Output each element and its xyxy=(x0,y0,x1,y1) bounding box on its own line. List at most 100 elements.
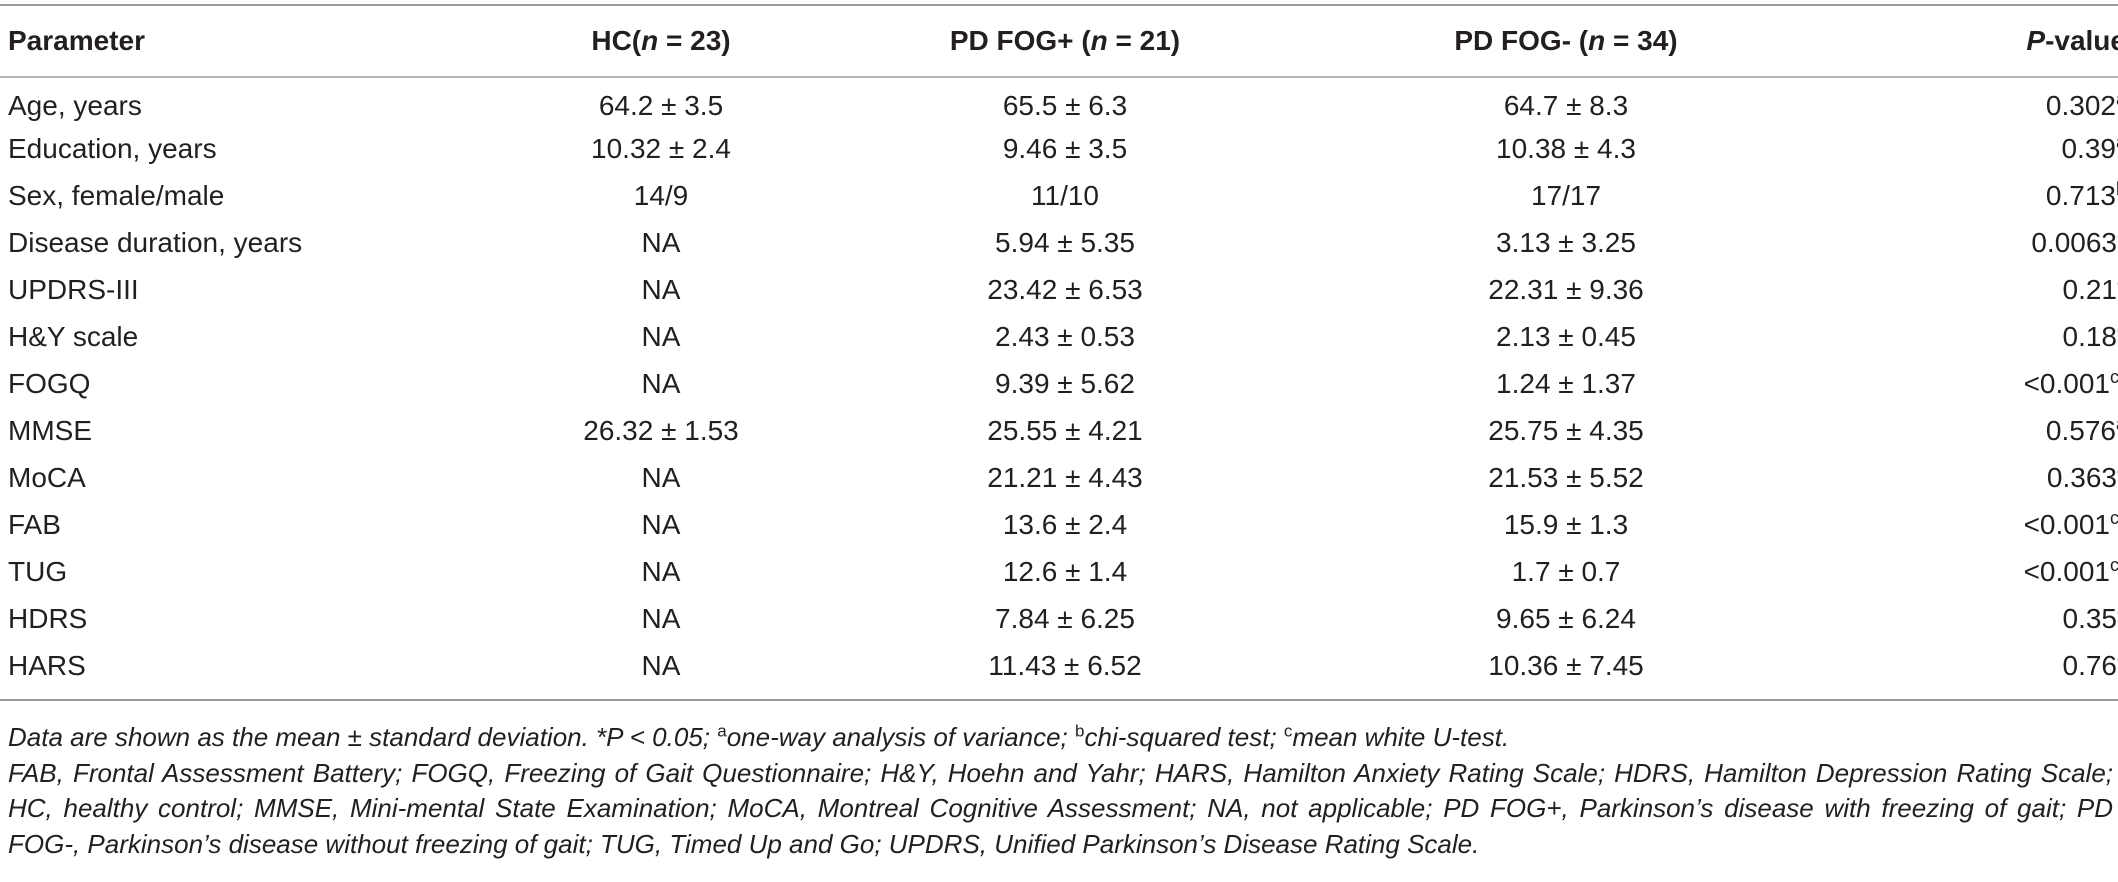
cell-hc: NA xyxy=(641,367,681,399)
p-value-text: 0.18 xyxy=(2062,320,2118,352)
cell-parameter: H&Y scale xyxy=(8,320,139,352)
p-value-text: <0.001 xyxy=(2023,367,2110,399)
table-bottom-rule xyxy=(0,699,2118,701)
cell-hc: NA xyxy=(641,602,681,634)
cell-pd-fog-plus: 13.6 ± 2.4 xyxy=(1002,508,1128,540)
header-pd-fog-plus: PD FOG+ (n = 21) xyxy=(949,25,1181,56)
table-header-rule xyxy=(0,76,2118,78)
cell-pd-fog-plus: 2.43 ± 0.53 xyxy=(995,320,1135,352)
table-top-rule xyxy=(0,4,2118,6)
table-row: Education, years 10.32 ± 2.4 9.46 ± 3.5 10.… xyxy=(0,125,2118,172)
cell-parameter: FOGQ xyxy=(8,367,91,399)
footnote-abbreviations: FAB, Frontal Assessment Battery; FOGQ, F… xyxy=(8,757,2113,859)
p-value-text: 0.35 xyxy=(2062,602,2118,634)
p-value-superscript: b xyxy=(2116,179,2118,199)
p-value-text: <0.001 xyxy=(2023,555,2110,587)
cell-pd-fog-plus: 23.42 ± 6.53 xyxy=(987,273,1143,305)
p-value-superscript: c* xyxy=(2109,366,2118,387)
p-value-superscript: a xyxy=(2116,414,2118,434)
table-row: FOGQ NA 9.39 ± 5.62 1.24 ± 1.37 <0.001c* xyxy=(0,360,2118,407)
table-row: TUG NA 12.6 ± 1.4 1.7 ± 0.7 <0.001c* xyxy=(0,548,2118,595)
cell-hc: 14/9 xyxy=(633,179,689,211)
cell-pd-fog-minus: 17/17 xyxy=(1530,179,1602,211)
table-row: FAB NA 13.6 ± 2.4 15.9 ± 1.3 <0.001c* xyxy=(0,501,2118,548)
data-table: Parameter HC(n = 23) PD FOG+ (n = 21) PD… xyxy=(0,6,2118,76)
cell-parameter: FAB xyxy=(8,508,61,540)
p-value-text: 0.576 xyxy=(2045,414,2116,446)
header-parameter: Parameter xyxy=(8,25,145,56)
cell-p-value: 0.363c xyxy=(1816,454,2118,501)
cell-pd-fog-plus: 9.39 ± 5.62 xyxy=(995,367,1135,399)
cell-p-value: 0.713b xyxy=(1816,172,2118,219)
demographics-table: Parameter HC(n = 23) PD FOG+ (n = 21) PD… xyxy=(0,4,2118,701)
p-value-text: 0.39 xyxy=(2061,132,2116,164)
cell-p-value: 0.576a xyxy=(1816,407,2118,454)
p-value-superscript: a xyxy=(2116,89,2118,109)
p-value-text: 0.713 xyxy=(2045,179,2116,211)
cell-pd-fog-minus: 1.24 ± 1.37 xyxy=(1496,367,1636,399)
cell-p-value: 0.18c xyxy=(1816,313,2118,360)
table-row: Age, years 64.2 ± 3.5 65.5 ± 6.3 64.7 ± 8.3… xyxy=(0,78,2118,125)
cell-hc: NA xyxy=(641,649,681,681)
cell-p-value: <0.001c* xyxy=(1816,360,2118,407)
table-footnotes: Data are shown as the mean ± standard de… xyxy=(8,720,2113,862)
cell-pd-fog-minus: 21.53 ± 5.52 xyxy=(1488,461,1644,493)
table-row: HDRS NA 7.84 ± 6.25 9.65 ± 6.24 0.35c xyxy=(0,595,2118,642)
cell-hc: 10.32 ± 2.4 xyxy=(591,132,731,164)
cell-hc: NA xyxy=(641,273,681,305)
cell-pd-fog-plus: 11.43 ± 6.52 xyxy=(988,649,1142,681)
p-value-text: 0.21 xyxy=(2062,273,2118,305)
cell-parameter: TUG xyxy=(8,555,68,587)
cell-p-value: 0.35c xyxy=(1816,595,2118,642)
cell-pd-fog-plus: 11/10 xyxy=(1031,179,1099,211)
cell-parameter: HARS xyxy=(8,649,86,681)
cell-pd-fog-minus: 9.65 ± 6.24 xyxy=(1496,602,1636,634)
footnote-statistics: Data are shown as the mean ± standard de… xyxy=(8,721,1510,752)
cell-parameter: Sex, female/male xyxy=(8,179,225,211)
p-value-text: 0.0063 xyxy=(2031,226,2117,258)
cell-hc: NA xyxy=(641,508,681,540)
p-value-superscript: a xyxy=(2116,132,2118,152)
cell-hc: NA xyxy=(641,226,681,258)
table-row: Sex, female/male 14/9 11/10 17/17 0.713b xyxy=(0,172,2118,219)
cell-p-value: 0.39a xyxy=(1816,125,2118,172)
cell-pd-fog-minus: 15.9 ± 1.3 xyxy=(1503,508,1629,540)
p-value-text: <0.001 xyxy=(2023,508,2110,540)
cell-pd-fog-plus: 9.46 ± 3.5 xyxy=(1002,132,1128,164)
table-row: UPDRS-III NA 23.42 ± 6.53 22.31 ± 9.36 0.21c xyxy=(0,266,2118,313)
cell-p-value: 0.0063c xyxy=(1816,219,2118,266)
cell-pd-fog-minus: 10.38 ± 4.3 xyxy=(1496,132,1636,164)
cell-hc: 26.32 ± 1.53 xyxy=(583,414,739,446)
header-pd-fog-minus: PD FOG- (n = 34) xyxy=(1454,25,1678,56)
table-row: Disease duration, years NA 5.94 ± 5.35 3.13… xyxy=(0,219,2118,266)
cell-p-value: 0.21c xyxy=(1816,266,2118,313)
cell-pd-fog-plus: 25.55 ± 4.21 xyxy=(987,414,1143,446)
cell-p-value: <0.001c* xyxy=(1816,548,2118,595)
cell-pd-fog-minus: 22.31 ± 9.36 xyxy=(1488,273,1644,305)
p-value-text: 0.76 xyxy=(2062,649,2118,681)
cell-parameter: MoCA xyxy=(8,461,86,493)
cell-parameter: HDRS xyxy=(8,602,88,634)
cell-pd-fog-minus: 3.13 ± 3.25 xyxy=(1496,226,1636,258)
p-value-superscript: c* xyxy=(2109,507,2118,528)
cell-p-value: 0.302a xyxy=(1816,78,2118,125)
cell-hc: NA xyxy=(641,461,681,493)
cell-hc: NA xyxy=(641,320,681,352)
cell-parameter: UPDRS-III xyxy=(8,273,139,305)
cell-pd-fog-minus: 2.13 ± 0.45 xyxy=(1496,320,1636,352)
p-value-text: 0.363 xyxy=(2046,461,2117,493)
cell-pd-fog-plus: 7.84 ± 6.25 xyxy=(995,602,1135,634)
header-p-value: P-value xyxy=(2026,25,2118,56)
cell-pd-fog-plus: 21.21 ± 4.43 xyxy=(987,461,1143,493)
table-row: H&Y scale NA 2.43 ± 0.53 2.13 ± 0.45 0.18c xyxy=(0,313,2118,360)
cell-pd-fog-minus: 1.7 ± 0.7 xyxy=(1511,555,1621,587)
cell-pd-fog-minus: 64.7 ± 8.3 xyxy=(1503,89,1629,121)
cell-parameter: Disease duration, years xyxy=(8,226,303,258)
cell-p-value: <0.001c* xyxy=(1816,501,2118,548)
cell-pd-fog-plus: 65.5 ± 6.3 xyxy=(1002,89,1128,121)
cell-parameter: Age, years xyxy=(8,89,142,121)
table-row: HARS NA 11.43 ± 6.52 10.36 ± 7.45 0.76c xyxy=(0,642,2118,689)
data-table-body: Age, years 64.2 ± 3.5 65.5 ± 6.3 64.7 ± 8.3… xyxy=(0,78,2118,689)
header-hc: HC(n = 23) xyxy=(591,25,731,56)
cell-pd-fog-minus: 10.36 ± 7.45 xyxy=(1488,649,1644,681)
